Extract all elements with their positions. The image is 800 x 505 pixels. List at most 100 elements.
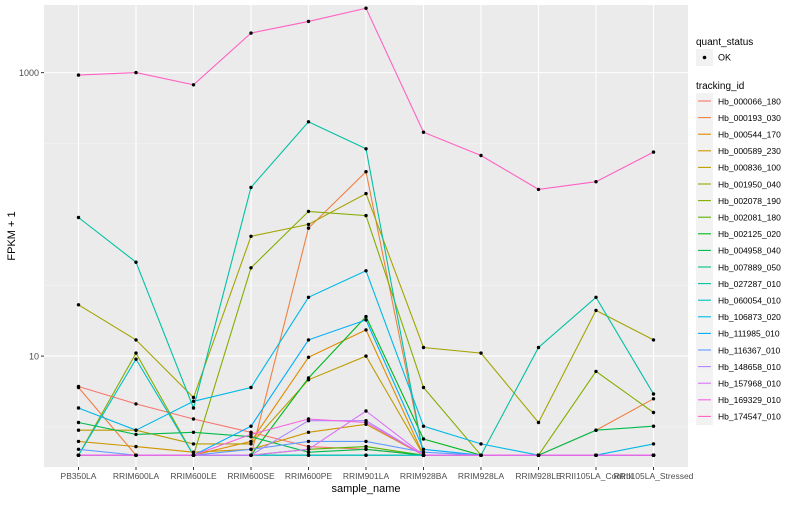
data-point: [191, 399, 196, 403]
data-point: [134, 402, 138, 406]
data-point: [651, 410, 656, 415]
data-point: [249, 432, 253, 437]
x-tick-label: RRIM901LA: [343, 471, 390, 481]
legend-series-label: Hb_000193_030: [718, 113, 781, 123]
data-point: [191, 417, 196, 421]
data-point: [306, 439, 311, 444]
y-axis: 10 1000: [19, 68, 44, 362]
legend-quant-label: OK: [718, 53, 731, 63]
data-point: [134, 260, 138, 264]
legend-series-label: Hb_000066_180: [718, 96, 781, 106]
data-point: [594, 428, 598, 432]
data-point: [364, 444, 368, 449]
data-point: [134, 357, 138, 361]
data-point: [191, 406, 196, 410]
data-point: [364, 453, 368, 457]
legend-series-label: Hb_002078_190: [718, 196, 781, 206]
legend-key-point: [702, 55, 707, 60]
data-point: [249, 424, 253, 428]
data-point: [364, 354, 368, 358]
data-point: [76, 447, 81, 451]
legend-series-label: Hb_174547_010: [718, 412, 781, 422]
data-point: [249, 439, 253, 444]
x-axis: PB350LA RRIM600LA RRIM600LE RRIM600SE RRIM60…: [61, 467, 694, 481]
data-point: [536, 453, 541, 457]
data-point: [76, 453, 81, 457]
data-point: [651, 442, 656, 446]
data-point: [594, 369, 598, 374]
data-point: [249, 447, 253, 451]
data-point: [421, 385, 426, 390]
data-point: [364, 147, 368, 151]
data-point: [191, 442, 196, 446]
data-point: [421, 450, 426, 454]
x-tick-label: PB350LA: [61, 471, 97, 481]
x-tick-label: RRIM928LA: [458, 471, 505, 481]
legend-series-label: Hb_157968_010: [718, 379, 781, 389]
legend-series-label: Hb_000589_230: [718, 146, 781, 156]
data-point: [306, 376, 311, 380]
data-point: [249, 453, 253, 457]
legend-series-label: Hb_000836_100: [718, 163, 781, 173]
data-point: [134, 351, 138, 355]
x-tick-label: RRII105LA_Stressed: [614, 471, 694, 481]
data-point: [249, 31, 253, 35]
data-point: [134, 70, 138, 75]
y-tick-label: 10: [29, 352, 39, 362]
gridlines: [44, 5, 688, 467]
data-point: [536, 345, 541, 350]
data-point: [76, 73, 81, 77]
data-point: [306, 120, 311, 124]
legend-series-title: tracking_id: [696, 81, 744, 92]
x-tick-label: RRIM928BA: [400, 471, 448, 481]
y-tick-label: 1000: [19, 68, 39, 78]
legend-series-label: Hb_001950_040: [718, 179, 781, 189]
data-point: [364, 314, 368, 319]
data-point: [421, 447, 426, 451]
data-point: [364, 191, 368, 196]
data-point: [76, 215, 81, 220]
data-point: [364, 328, 368, 332]
data-point: [421, 424, 426, 428]
data-point: [651, 392, 656, 396]
data-point: [191, 453, 196, 457]
legend-series-label: Hb_000544_170: [718, 130, 781, 140]
data-point: [306, 444, 311, 449]
legend: quant_status OK tracking_id Hb_000066_180 Hb…: [696, 37, 781, 425]
data-point: [191, 430, 196, 434]
data-point: [536, 187, 541, 192]
data-point: [594, 453, 598, 457]
data-point: [306, 226, 311, 230]
data-point: [249, 234, 253, 238]
data-point: [249, 266, 253, 270]
data-point: [306, 19, 311, 24]
data-point: [306, 355, 311, 359]
data-point: [249, 442, 253, 446]
legend-series-label: Hb_027287_010: [718, 279, 781, 289]
data-point: [651, 453, 656, 457]
data-point: [76, 420, 81, 425]
data-point: [594, 308, 598, 313]
data-point: [191, 83, 196, 87]
data-point: [306, 447, 311, 451]
x-tick-label: RRIM928LE: [515, 471, 562, 481]
data-point: [594, 180, 598, 184]
legend-series-label: Hb_169329_010: [718, 395, 781, 405]
data-point: [306, 450, 311, 454]
legend-series-label: Hb_002125_020: [718, 229, 781, 239]
legend-series-label: Hb_116367_010: [718, 345, 781, 355]
data-point: [134, 432, 138, 437]
x-axis-title: sample_name: [331, 483, 400, 495]
data-point: [651, 150, 656, 154]
data-point: [421, 437, 426, 441]
data-point: [306, 209, 311, 214]
data-point: [479, 453, 483, 457]
x-tick-label: RRIM600PE: [285, 471, 333, 481]
data-point: [364, 213, 368, 218]
data-point: [134, 428, 138, 432]
data-point: [364, 409, 368, 413]
data-point: [364, 6, 368, 10]
data-points: [76, 6, 656, 457]
